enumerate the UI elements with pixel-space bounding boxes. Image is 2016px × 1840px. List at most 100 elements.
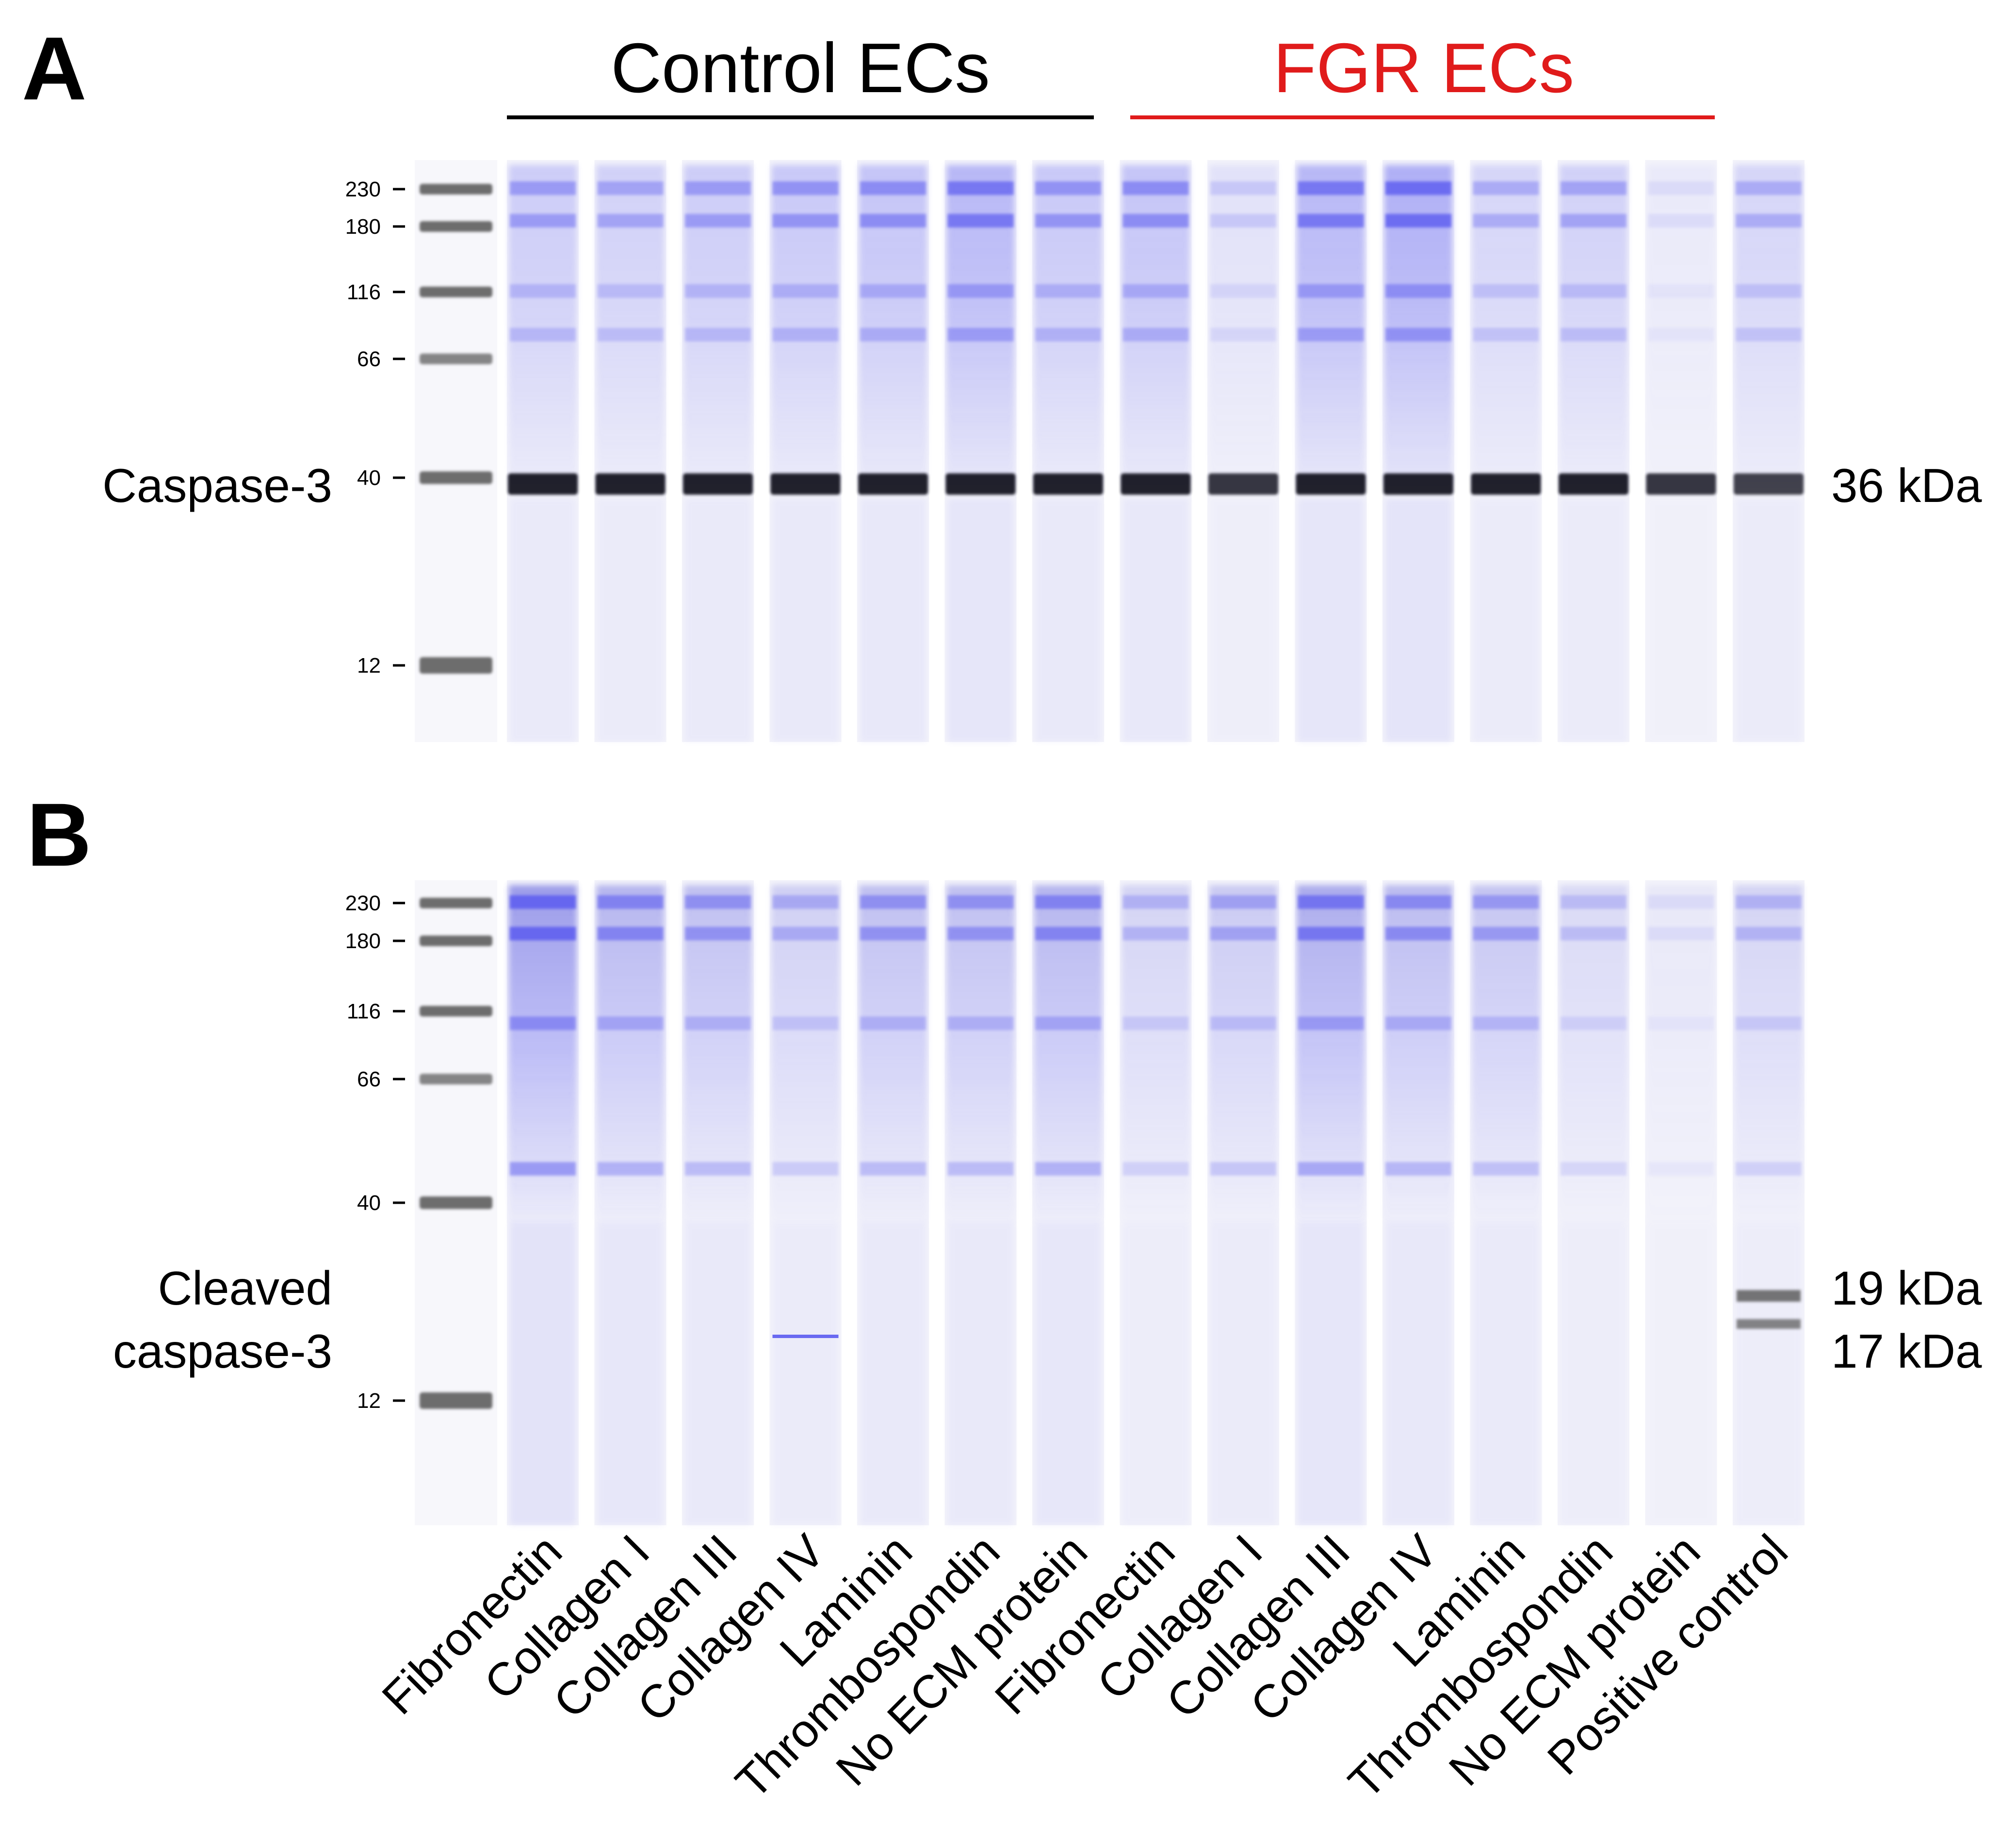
lane-band — [947, 927, 1014, 940]
lane-band — [1385, 284, 1451, 298]
ladder-label-40-A: 40 — [357, 466, 381, 490]
lane-band — [860, 1017, 926, 1030]
lane-band — [1035, 181, 1101, 195]
lane-smear — [1735, 165, 1803, 484]
lane-B-11 — [1382, 880, 1454, 1525]
lane-band — [1298, 284, 1364, 298]
lane-lower-smear — [1385, 499, 1451, 742]
lane-band — [510, 1162, 576, 1176]
lane-lower-smear — [597, 499, 664, 742]
cleaved-band-19kda — [1737, 1290, 1801, 1302]
lane-smear — [1384, 165, 1452, 484]
lane-band — [1473, 181, 1539, 195]
lane-lower-smear — [597, 1222, 664, 1525]
lane-A-14 — [1645, 160, 1717, 742]
lane-band — [860, 284, 926, 298]
lane-lower-smear — [1561, 499, 1626, 742]
lane-band — [1473, 328, 1539, 341]
lane-lower-smear — [1210, 499, 1276, 742]
ladder-label-40-B: 40 — [357, 1191, 381, 1215]
lane-band — [947, 1017, 1014, 1030]
lane-B-4 — [769, 880, 842, 1525]
band-19kda-label: 19 kDa — [1831, 1261, 1982, 1315]
lane-A-4 — [769, 160, 842, 742]
lane-band — [685, 1162, 751, 1176]
lane-band — [772, 284, 839, 298]
lane-A-12 — [1470, 160, 1542, 742]
panel-a-letter: A — [22, 19, 87, 119]
caspase-3-band — [595, 473, 666, 495]
lane-band — [1473, 284, 1539, 298]
lane-band — [1210, 1017, 1276, 1030]
lane-smear — [1209, 165, 1277, 484]
lane-band — [1298, 927, 1364, 940]
lane-band — [947, 1162, 1014, 1176]
lane-band — [1122, 214, 1189, 227]
lane-band — [1561, 1017, 1626, 1030]
lane-smear — [1647, 165, 1715, 484]
lane-B-14 — [1645, 880, 1717, 1525]
lane-band — [1473, 1017, 1539, 1030]
lane-band — [772, 1017, 839, 1030]
caspase-3-band — [683, 473, 753, 495]
lane-band — [1210, 1162, 1276, 1176]
lane-smear — [1034, 165, 1102, 484]
lane-band — [860, 181, 926, 195]
lane-band — [597, 328, 664, 341]
lane-band — [685, 214, 751, 227]
lane-band — [1385, 214, 1451, 227]
lane-band — [1298, 328, 1364, 341]
lane-A-15 — [1733, 160, 1805, 742]
lane-lower-smear — [860, 1222, 926, 1525]
lane-smear — [684, 165, 752, 484]
caspase-3-band — [1296, 473, 1366, 495]
lane-lower-smear — [1122, 499, 1189, 742]
ladder-label-116-A: 116 — [347, 280, 381, 304]
lane-lower-smear — [1473, 1222, 1539, 1525]
lane-band — [510, 1017, 576, 1030]
lane-band — [1298, 1017, 1364, 1030]
lane-band — [1648, 284, 1714, 298]
lane-band — [1122, 1162, 1189, 1176]
ladder-label-66-A: 66 — [357, 347, 381, 371]
gel-panel-b — [415, 880, 1805, 1525]
ladder-band-12-B — [420, 1392, 492, 1409]
lane-band — [1561, 1162, 1626, 1176]
lane-B-6 — [944, 880, 1017, 1525]
lane-band — [1210, 328, 1276, 341]
lane-band — [685, 328, 751, 341]
lane-band — [947, 181, 1014, 195]
lane-band — [947, 284, 1014, 298]
lane-smear — [946, 165, 1015, 484]
lane-band — [510, 927, 576, 940]
ladder-label-116-B: 116 — [347, 1000, 381, 1023]
lane-A-2 — [594, 160, 667, 742]
lane-band — [860, 1162, 926, 1176]
ladder-band-66-B — [420, 1074, 492, 1084]
lane-band — [860, 214, 926, 227]
lane-band — [1648, 1017, 1714, 1030]
lane-band — [1473, 895, 1539, 909]
lane-lower-smear — [947, 499, 1014, 742]
lane-band — [1385, 328, 1451, 341]
lane-band — [772, 895, 839, 909]
ladder-label-12-B: 12 — [357, 1389, 381, 1413]
lane-B-5 — [857, 880, 929, 1525]
ladder-band-40-B — [420, 1196, 492, 1209]
lane-A-6 — [944, 160, 1017, 742]
lane-band — [772, 1162, 839, 1176]
lane-band — [860, 927, 926, 940]
lane-band — [1035, 927, 1101, 940]
lane-band — [1473, 214, 1539, 227]
lane-B-15 — [1733, 880, 1805, 1525]
lane-band — [1473, 927, 1539, 940]
lane-band — [597, 1017, 664, 1030]
lane-A-8 — [1120, 160, 1192, 742]
cleaved-caspase-3-label-line2: caspase-3 — [113, 1324, 332, 1378]
lane-A-13 — [1558, 160, 1629, 742]
lane-band — [947, 328, 1014, 341]
lane-band — [1035, 895, 1101, 909]
lane-B-3 — [682, 880, 754, 1525]
